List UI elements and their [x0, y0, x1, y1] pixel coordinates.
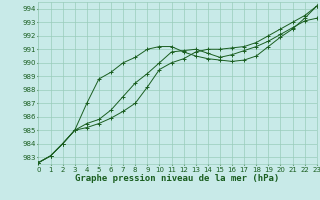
X-axis label: Graphe pression niveau de la mer (hPa): Graphe pression niveau de la mer (hPa): [76, 174, 280, 183]
